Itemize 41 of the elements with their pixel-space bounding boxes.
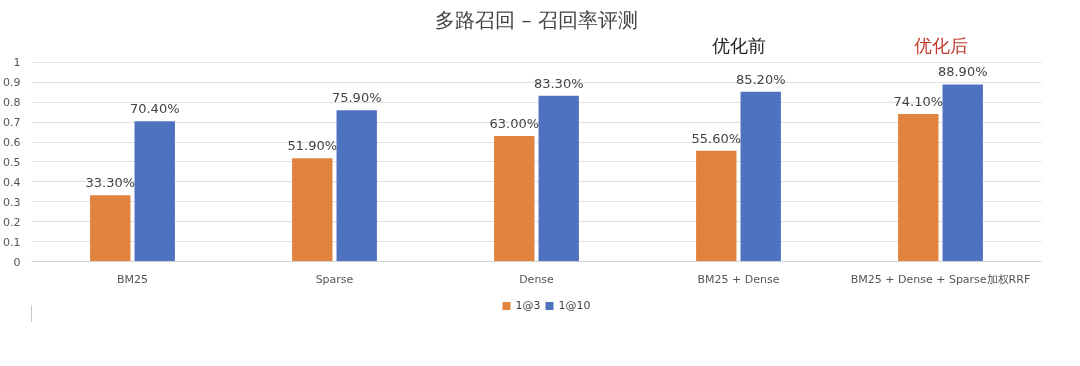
data-label: 33.30% — [85, 175, 136, 191]
data-label: 88.90% — [937, 64, 988, 80]
x-tick-label: BM25 + Dense — [697, 272, 780, 286]
data-label: 55.60% — [691, 130, 742, 146]
legend-label: 1@10 — [558, 298, 591, 312]
y-tick-label: 0 — [13, 255, 21, 269]
y-tick-label: 0.8 — [3, 96, 21, 110]
x-tick-label: BM25 + Dense + Sparse加权RRF — [850, 272, 1031, 286]
x-tick-label: Sparse — [315, 272, 354, 286]
data-label: 74.10% — [893, 93, 944, 109]
x-tick-label: BM25 — [116, 272, 149, 286]
y-tick-label: 0.9 — [3, 76, 21, 90]
bar — [898, 113, 939, 262]
data-label: 83.30% — [533, 75, 584, 91]
bar — [942, 84, 983, 262]
chart-title: 多路召回 – 召回率评测 — [435, 7, 638, 32]
bar — [90, 195, 131, 262]
bar — [740, 91, 781, 262]
bar — [696, 150, 737, 262]
bar — [292, 158, 333, 262]
y-tick-label: 0.1 — [3, 235, 21, 249]
data-label: 51.90% — [287, 138, 338, 154]
data-label: 75.90% — [331, 90, 382, 106]
text: 优化前 — [711, 35, 766, 57]
bar — [494, 136, 535, 262]
text: 优化后 — [913, 35, 968, 57]
y-tick-label: 0.5 — [3, 155, 21, 169]
y-tick-label: 0.4 — [3, 175, 21, 189]
bar — [336, 110, 377, 262]
bar — [538, 95, 579, 262]
y-tick-label: 0.3 — [3, 195, 21, 209]
x-tick-label: Dense — [519, 272, 555, 286]
data-label: 85.20% — [735, 71, 786, 87]
data-label: 63.00% — [489, 116, 540, 132]
y-tick-label: 0.7 — [3, 116, 21, 130]
y-tick-label: 0.2 — [3, 215, 21, 229]
data-label: 70.40% — [129, 101, 180, 117]
legend-label: 1@3 — [515, 298, 541, 312]
bar — [134, 121, 175, 262]
y-tick-label: 0.6 — [3, 136, 21, 150]
y-tick-label: 1 — [13, 56, 21, 70]
